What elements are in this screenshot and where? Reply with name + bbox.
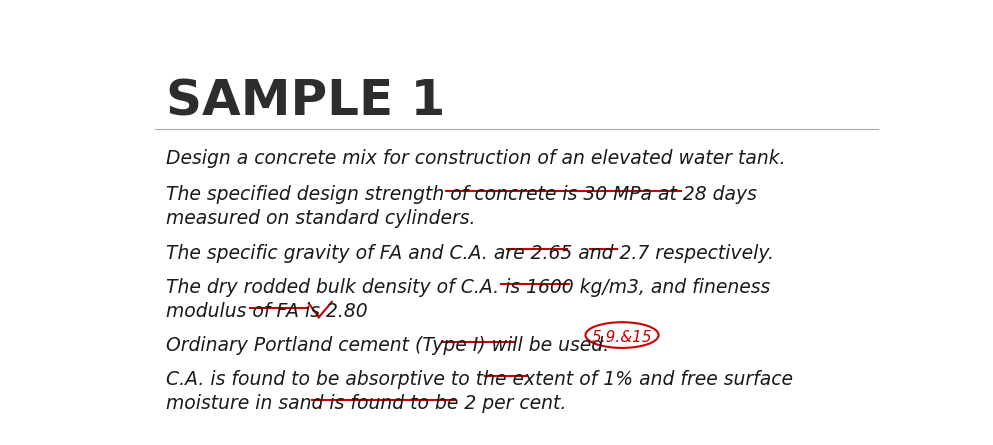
Text: Design a concrete mix for construction of an elevated water tank.: Design a concrete mix for construction o… <box>167 150 786 168</box>
Text: SAMPLE 1: SAMPLE 1 <box>167 77 446 125</box>
Text: Ordinary Portland cement (Type I) will be used.: Ordinary Portland cement (Type I) will b… <box>167 336 610 355</box>
Text: The dry rodded bulk density of C.A. is 1600 kg/m3, and fineness: The dry rodded bulk density of C.A. is 1… <box>167 278 771 297</box>
Text: moisture in sand is found to be 2 per cent.: moisture in sand is found to be 2 per ce… <box>167 394 567 413</box>
Text: measured on standard cylinders.: measured on standard cylinders. <box>167 209 476 228</box>
Text: C.A. is found to be absorptive to the extent of 1% and free surface: C.A. is found to be absorptive to the ex… <box>167 370 793 389</box>
Text: modulus of FA is 2.80: modulus of FA is 2.80 <box>167 302 368 321</box>
Text: The specified design strength of concrete is 30 MPa at 28 days: The specified design strength of concret… <box>167 185 758 204</box>
Text: 5.9.&15: 5.9.&15 <box>591 330 651 345</box>
Text: The specific gravity of FA and C.A. are 2.65 and 2.7 respectively.: The specific gravity of FA and C.A. are … <box>167 243 775 263</box>
